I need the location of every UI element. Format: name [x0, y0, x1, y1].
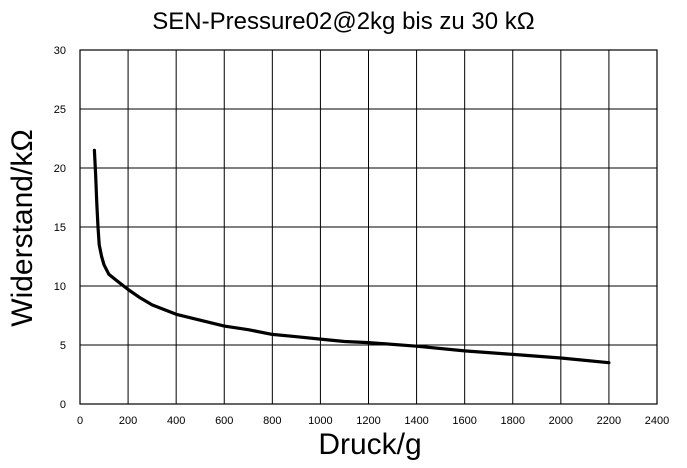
x-tick-label: 800 — [263, 415, 281, 427]
x-tick-label: 1400 — [404, 415, 428, 427]
x-axis-title: Druck/g — [318, 428, 422, 461]
x-tick-label: 1000 — [308, 415, 332, 427]
x-tick-label: 600 — [215, 415, 233, 427]
y-tick-label: 0 — [60, 399, 66, 411]
y-tick-label: 10 — [54, 281, 66, 293]
y-tick-label: 25 — [54, 104, 66, 116]
plot-frame — [79, 49, 658, 405]
x-tick-label: 2400 — [645, 415, 669, 427]
x-tick-label: 200 — [119, 415, 137, 427]
x-tick-label: 400 — [167, 415, 185, 427]
x-tick-label: 1800 — [501, 415, 525, 427]
x-tick-label: 0 — [77, 415, 83, 427]
x-tick-label: 2200 — [597, 415, 621, 427]
x-tick-label: 1600 — [452, 415, 476, 427]
x-tick-label: 1200 — [356, 415, 380, 427]
y-tick-label: 15 — [54, 222, 66, 234]
y-tick-label: 30 — [54, 45, 66, 57]
y-axis-title: Widerstand/kΩ — [6, 129, 39, 327]
y-tick-label: 20 — [54, 163, 66, 175]
series-line — [92, 148, 611, 365]
y-tick-label: 5 — [60, 340, 66, 352]
x-tick-label: 2000 — [549, 415, 573, 427]
chart-title: SEN-Pressure02@2kg bis zu 30 kΩ — [152, 8, 535, 35]
